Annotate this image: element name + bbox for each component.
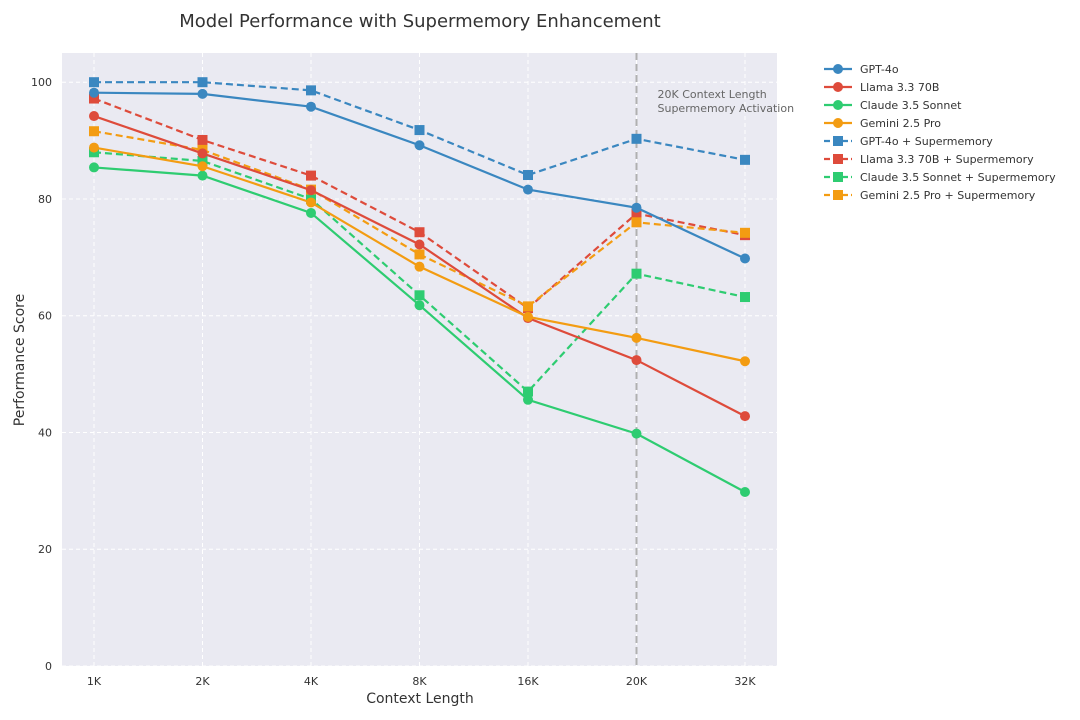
point-gpt-4o-1k — [89, 88, 99, 98]
point-gemini-2-5-pro-2k — [198, 161, 208, 171]
point-claude-3-5-sonnet-20k — [632, 429, 642, 439]
legend-box — [812, 55, 1068, 210]
point-gemini-2-5-pro-20k — [632, 333, 642, 343]
point-claude-3-5-sonnet-1k — [89, 162, 99, 172]
legend-marker-gpt-4o-supermemory — [833, 136, 843, 146]
x-tick-label-16k: 16K — [517, 675, 539, 688]
legend-marker-llama-3-3-70b — [833, 82, 843, 92]
legend-label-llama-3-3-70b: Llama 3.3 70B — [860, 81, 939, 94]
point-gemini-2-5-pro-supermemory-16k — [523, 301, 533, 311]
point-gpt-4o-supermemory-16k — [523, 170, 533, 180]
point-claude-3-5-sonnet-32k — [740, 487, 750, 497]
point-gpt-4o-8k — [415, 140, 425, 150]
point-gemini-2-5-pro-supermemory-1k — [89, 126, 99, 136]
legend-label-llama-3-3-70b-supermemory: Llama 3.3 70B + Supermemory — [860, 153, 1034, 166]
point-gemini-2-5-pro-4k — [306, 197, 316, 207]
point-gpt-4o-4k — [306, 102, 316, 112]
point-llama-3-3-70b-8k — [415, 239, 425, 249]
legend-marker-claude-3-5-sonnet — [833, 100, 843, 110]
point-llama-3-3-70b-supermemory-2k — [198, 135, 208, 145]
y-tick-label-20: 20 — [38, 543, 52, 556]
point-gpt-4o-2k — [198, 89, 208, 99]
point-gpt-4o-20k — [632, 203, 642, 213]
y-tick-label-0: 0 — [45, 660, 52, 673]
y-axis-ticks: 0 20 40 60 80 100 — [31, 76, 52, 673]
point-gpt-4o-supermemory-2k — [198, 77, 208, 87]
point-gpt-4o-supermemory-1k — [89, 77, 99, 87]
legend-marker-gpt-4o — [833, 64, 843, 74]
y-tick-label-40: 40 — [38, 426, 52, 439]
legend-label-gemini-2-5-pro-supermemory: Gemini 2.5 Pro + Supermemory — [860, 189, 1036, 202]
x-tick-label-1k: 1K — [87, 675, 102, 688]
y-tick-label-60: 60 — [38, 310, 52, 323]
point-claude-3-5-sonnet-4k — [306, 208, 316, 218]
legend-label-claude-3-5-sonnet-supermemory: Claude 3.5 Sonnet + Supermemory — [860, 171, 1056, 184]
point-claude-3-5-sonnet-2k — [198, 171, 208, 181]
x-tick-label-2k: 2K — [195, 675, 210, 688]
point-gemini-2-5-pro-8k — [415, 262, 425, 272]
point-llama-3-3-70b-supermemory-4k — [306, 171, 316, 181]
annotation-text-line-2: Supermemory Activation — [658, 102, 795, 115]
x-tick-label-32k: 32K — [734, 675, 756, 688]
annotation-text-line-1: 20K Context Length — [658, 88, 767, 101]
x-tick-label-8k: 8K — [412, 675, 427, 688]
point-gpt-4o-supermemory-8k — [415, 125, 425, 135]
point-llama-3-3-70b-2k — [198, 148, 208, 158]
point-gpt-4o-supermemory-4k — [306, 85, 316, 95]
point-llama-3-3-70b-20k — [632, 355, 642, 365]
x-tick-label-4k: 4K — [304, 675, 319, 688]
y-axis-label: Performance Score — [12, 294, 28, 426]
x-axis-ticks: 1K 2K 4K 8K 16K 20K 32K — [87, 675, 756, 688]
legend-label-gpt-4o-supermemory: GPT-4o + Supermemory — [860, 135, 993, 148]
point-gpt-4o-supermemory-32k — [740, 155, 750, 165]
legend-marker-claude-3-5-sonnet-supermemory — [833, 172, 843, 182]
point-llama-3-3-70b-1k — [89, 111, 99, 121]
point-llama-3-3-70b-32k — [740, 411, 750, 421]
point-gemini-2-5-pro-16k — [523, 312, 533, 322]
point-llama-3-3-70b-4k — [306, 185, 316, 195]
point-gpt-4o-16k — [523, 185, 533, 195]
legend-label-gpt-4o: GPT-4o — [860, 63, 899, 76]
x-axis-label: Context Length — [366, 691, 474, 707]
legend: GPT-4o Llama 3.3 70B Claude 3.5 Sonnet Gemi… — [812, 55, 1068, 210]
point-claude-3-5-sonnet-supermemory-20k — [632, 269, 642, 279]
point-claude-3-5-sonnet-8k — [415, 300, 425, 310]
y-tick-label-80: 80 — [38, 193, 52, 206]
legend-marker-gemini-2-5-pro-supermemory — [833, 190, 843, 200]
point-gpt-4o-supermemory-20k — [632, 134, 642, 144]
x-tick-label-20k: 20K — [626, 675, 648, 688]
chart-title: Model Performance with Supermemory Enhan… — [179, 11, 660, 32]
point-claude-3-5-sonnet-supermemory-32k — [740, 292, 750, 302]
point-claude-3-5-sonnet-supermemory-8k — [415, 290, 425, 300]
legend-marker-gemini-2-5-pro — [833, 118, 843, 128]
point-gemini-2-5-pro-1k — [89, 143, 99, 153]
legend-label-claude-3-5-sonnet: Claude 3.5 Sonnet — [860, 99, 962, 112]
point-claude-3-5-sonnet-16k — [523, 395, 533, 405]
legend-marker-llama-3-3-70b-supermemory — [833, 154, 843, 164]
point-gemini-2-5-pro-supermemory-8k — [415, 249, 425, 259]
point-llama-3-3-70b-supermemory-8k — [415, 227, 425, 237]
point-gemini-2-5-pro-32k — [740, 356, 750, 366]
legend-label-gemini-2-5-pro: Gemini 2.5 Pro — [860, 117, 941, 130]
point-gpt-4o-32k — [740, 254, 750, 264]
point-gemini-2-5-pro-supermemory-20k — [632, 217, 642, 227]
y-tick-label-100: 100 — [31, 76, 52, 89]
point-gemini-2-5-pro-supermemory-32k — [740, 228, 750, 238]
